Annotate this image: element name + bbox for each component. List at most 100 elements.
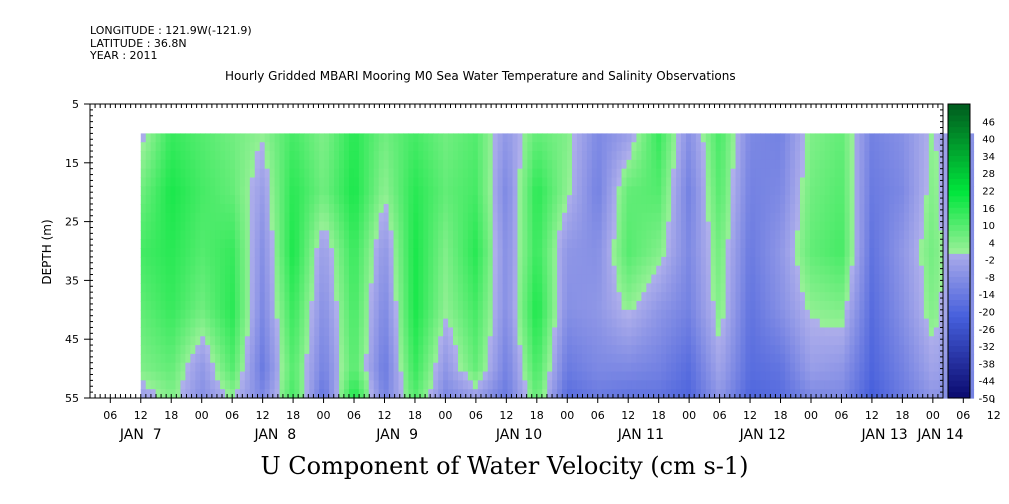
heatmap-cell xyxy=(745,151,752,161)
heatmap-cell xyxy=(160,318,167,329)
heatmap-cell xyxy=(933,239,940,249)
heatmap-cell xyxy=(274,345,281,355)
heatmap-cell xyxy=(611,292,618,302)
heatmap-cell xyxy=(294,239,300,249)
heatmap-cell xyxy=(200,380,206,390)
heatmap-cell xyxy=(249,336,256,346)
heatmap-cell xyxy=(750,300,756,311)
heatmap-cell xyxy=(864,292,870,302)
heatmap-cell xyxy=(319,283,325,293)
heatmap-cell xyxy=(809,168,816,179)
heatmap-cell xyxy=(790,318,796,329)
heatmap-cell xyxy=(874,336,880,346)
heatmap-cell xyxy=(497,389,504,399)
heatmap-cell xyxy=(185,371,191,381)
heatmap-cell xyxy=(661,195,667,205)
heatmap-cell xyxy=(339,195,345,205)
heatmap-cell xyxy=(309,274,315,284)
heatmap-cell xyxy=(294,345,300,355)
heatmap-cell xyxy=(408,345,414,355)
heatmap-cell xyxy=(799,274,806,284)
heatmap-cell xyxy=(150,203,157,214)
heatmap-cell xyxy=(646,151,652,161)
heatmap-cell xyxy=(334,159,340,170)
heatmap-cell xyxy=(799,221,806,232)
heatmap-cell xyxy=(933,371,940,381)
heatmap-cell xyxy=(834,336,841,346)
heatmap-cell xyxy=(819,195,826,205)
heatmap-cell xyxy=(676,292,682,302)
heatmap-cell xyxy=(234,168,241,179)
heatmap-cell xyxy=(918,230,925,240)
heatmap-cell xyxy=(661,151,667,161)
heatmap-cell xyxy=(735,186,742,196)
heatmap-cell xyxy=(482,292,489,302)
heatmap-cell xyxy=(844,133,851,143)
heatmap-cell xyxy=(467,221,474,232)
heatmap-cell xyxy=(636,256,642,267)
heatmap-cell xyxy=(185,230,191,240)
heatmap-cell xyxy=(631,327,638,337)
heatmap-cell xyxy=(804,230,811,240)
heatmap-cell xyxy=(314,353,320,364)
heatmap-cell xyxy=(398,265,405,276)
heatmap-cell xyxy=(433,256,439,267)
heatmap-cell xyxy=(423,230,429,240)
heatmap-cell xyxy=(220,353,226,364)
heatmap-cell xyxy=(933,159,940,170)
heatmap-cell xyxy=(715,336,722,346)
heatmap-cell xyxy=(824,151,831,161)
heatmap-cell xyxy=(205,230,211,240)
heatmap-cell xyxy=(378,318,385,329)
heatmap-cell xyxy=(567,151,573,161)
heatmap-cell xyxy=(899,309,905,320)
heatmap-cell xyxy=(889,142,895,152)
heatmap-cell xyxy=(249,300,256,311)
heatmap-cell xyxy=(596,283,603,293)
heatmap-cell xyxy=(403,212,410,223)
heatmap-cell xyxy=(334,265,340,276)
heatmap-cell xyxy=(358,283,365,293)
heatmap-cell xyxy=(854,177,861,187)
heatmap-cell xyxy=(874,221,880,232)
heatmap-cell xyxy=(487,159,494,170)
heatmap-cell xyxy=(467,265,474,276)
heatmap-cell xyxy=(839,151,846,161)
heatmap-cell xyxy=(329,133,335,143)
heatmap-cell xyxy=(160,336,167,346)
heatmap-cell xyxy=(725,195,732,205)
heatmap-cell xyxy=(309,248,315,258)
heatmap-cell xyxy=(165,274,172,284)
heatmap-cell xyxy=(715,389,722,399)
heatmap-cell xyxy=(601,230,608,240)
heatmap-cell xyxy=(695,177,702,187)
heatmap-cell xyxy=(785,345,791,355)
heatmap-cell xyxy=(626,345,633,355)
heatmap-cell xyxy=(859,283,866,293)
heatmap-cell xyxy=(210,177,216,187)
heatmap-cell xyxy=(755,327,761,337)
heatmap-cell xyxy=(200,168,206,179)
heatmap-cell xyxy=(438,274,444,284)
heatmap-cell xyxy=(542,221,548,232)
heatmap-cell xyxy=(438,177,444,187)
heatmap-cell xyxy=(324,186,330,196)
heatmap-cell xyxy=(457,283,464,293)
heatmap-cell xyxy=(150,159,157,170)
heatmap-cell xyxy=(715,380,722,390)
heatmap-cell xyxy=(269,248,276,258)
heatmap-cell xyxy=(819,300,826,311)
heatmap-cell xyxy=(363,274,370,284)
heatmap-cell xyxy=(225,389,231,399)
heatmap-cell xyxy=(879,159,885,170)
heatmap-cell xyxy=(205,133,211,143)
heatmap-cell xyxy=(641,151,647,161)
heatmap-cell xyxy=(596,327,603,337)
heatmap-cell xyxy=(433,300,439,311)
heatmap-cell xyxy=(388,186,395,196)
heatmap-cell xyxy=(472,300,479,311)
heatmap-cell xyxy=(398,239,405,249)
heatmap-cell xyxy=(829,371,836,381)
heatmap-cell xyxy=(671,371,677,381)
heatmap-cell xyxy=(309,186,315,196)
